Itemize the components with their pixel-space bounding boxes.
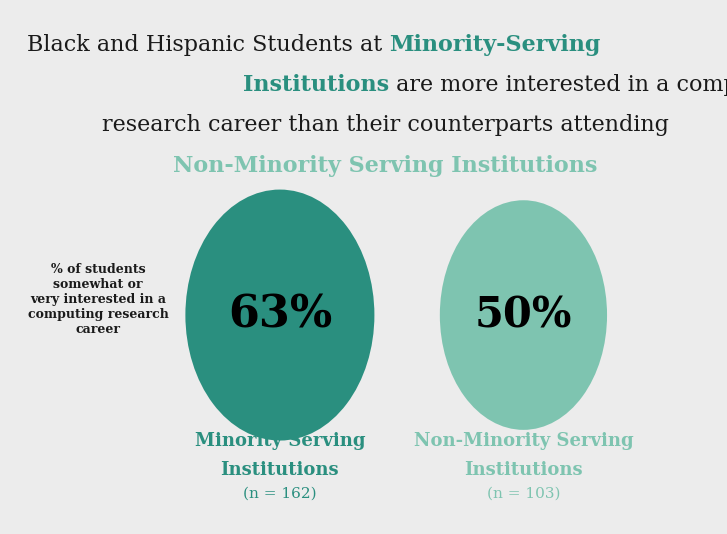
Text: Institutions: Institutions xyxy=(220,461,340,479)
Text: 50%: 50% xyxy=(475,294,572,336)
Text: Institutions: Institutions xyxy=(243,74,389,97)
Text: (n = 103): (n = 103) xyxy=(486,487,561,501)
Text: are more interested in a computing: are more interested in a computing xyxy=(389,74,727,97)
Text: Institutions: Institutions xyxy=(464,461,583,479)
Text: 63%: 63% xyxy=(228,294,332,336)
Text: Non-Minority Serving: Non-Minority Serving xyxy=(414,431,633,450)
Text: % of students
somewhat or
very interested in a
computing research
career: % of students somewhat or very intereste… xyxy=(28,263,169,335)
Text: research career than their counterparts attending: research career than their counterparts … xyxy=(102,114,669,137)
Text: Black and Hispanic Students at: Black and Hispanic Students at xyxy=(27,34,389,57)
Text: (n = 162): (n = 162) xyxy=(243,487,317,501)
Text: Minority-Serving: Minority-Serving xyxy=(389,34,601,57)
Text: Minority Serving: Minority Serving xyxy=(195,431,365,450)
Ellipse shape xyxy=(185,190,374,441)
Ellipse shape xyxy=(440,200,607,430)
Text: Non-Minority Serving Institutions: Non-Minority Serving Institutions xyxy=(173,154,598,177)
